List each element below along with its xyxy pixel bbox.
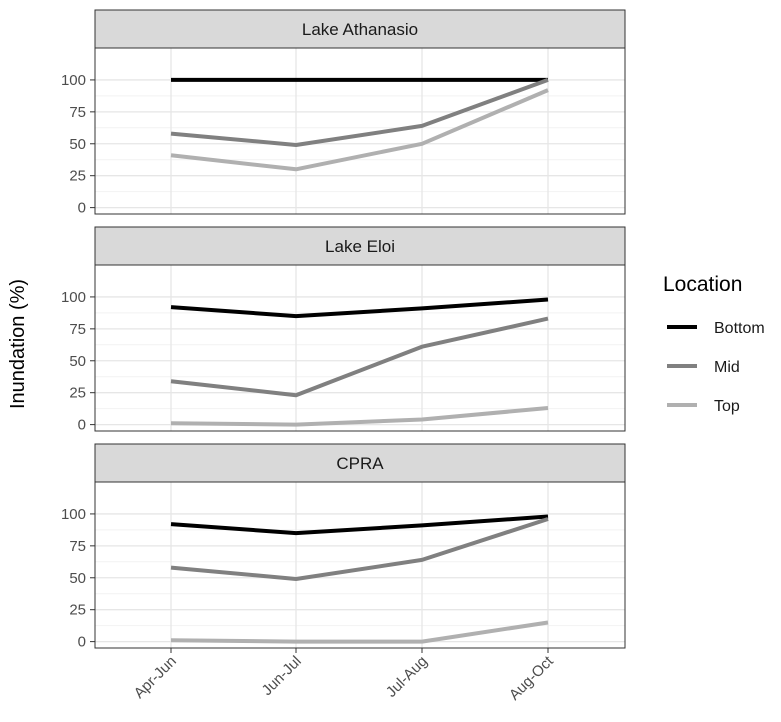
y-tick-label: 0 [78,634,86,651]
plot-background [95,265,625,431]
y-tick-label: 75 [69,104,86,121]
panel-border [94,481,626,649]
y-tick-label: 75 [69,321,86,338]
x-tick-label: Apr-Jun [131,653,180,702]
legend-label-bottom: Bottom [714,320,765,337]
panel-border [94,47,626,215]
y-tick-label: 25 [69,385,86,402]
x-tick-label: Jun-Jul [259,653,305,699]
panel-3: CPRA 0 25 50 75 100 Apr-Jun Jun-Jul Jul-Aug Aug-O… [61,443,626,704]
series-line-top [170,406,549,427]
y-tick-label: 100 [61,72,86,89]
y-tick-label: 50 [69,136,86,153]
series-line-top [170,620,549,644]
strip-title: Lake Athanasio [302,20,418,39]
y-tick-label: 100 [61,289,86,306]
panel-2: Lake Eloi 0 25 50 75 100 [61,226,626,434]
series-line-bottom [170,514,549,536]
x-tick-label: Jul-Aug [383,653,431,701]
y-axis-title: Inundation (%) [7,279,29,409]
y-tick-label: 75 [69,538,86,555]
series-line-mid [170,78,549,147]
y-tick-label: 0 [78,200,86,217]
panels: Lake Athanasio 0 25 50 75 100 Lake Eloi 0 25 50 75… [61,9,626,704]
y-tick-label: 100 [61,506,86,523]
strip-title: CPRA [336,454,384,473]
strip-background [94,226,626,266]
panel-1: Lake Athanasio 0 25 50 75 100 [61,9,626,217]
strip-title: Lake Eloi [325,237,395,256]
series-line-bottom [170,297,549,319]
series-line-mid [170,517,549,581]
y-tick-label: 50 [69,353,86,370]
legend-label-mid: Mid [714,359,740,376]
x-tick-label: Aug-Oct [506,652,558,704]
panel-border [94,264,626,432]
y-tick-label: 0 [78,417,86,434]
strip-background [94,443,626,483]
plot-background [95,482,625,648]
legend-title: Location [663,273,742,296]
y-tick-label: 25 [69,602,86,619]
plot-background [95,48,625,214]
strip-background [94,9,626,49]
y-tick-label: 25 [69,168,86,185]
legend-label-top: Top [714,398,740,415]
legend: Location Bottom Mid Top [663,273,765,415]
series-line-top [170,88,549,172]
y-tick-label: 50 [69,570,86,587]
series-line-mid [170,316,549,398]
